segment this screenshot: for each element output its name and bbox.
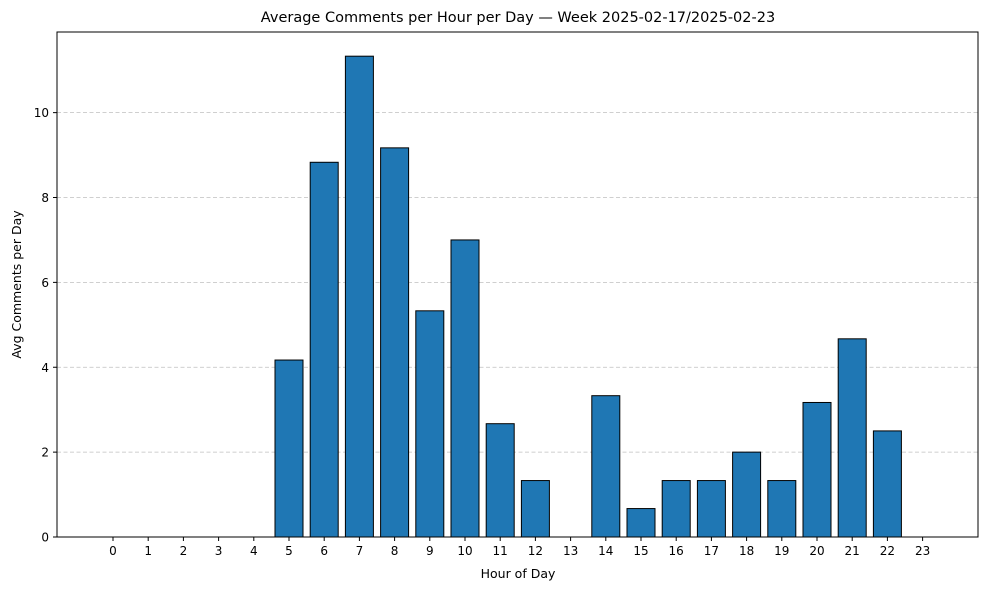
x-tick-label: 2 — [180, 544, 188, 558]
x-tick-label: 14 — [598, 544, 613, 558]
x-tick-label: 15 — [633, 544, 648, 558]
y-tick-label: 0 — [41, 531, 49, 545]
y-tick-label: 6 — [41, 276, 49, 290]
bars — [274, 55, 902, 538]
x-tick-label: 20 — [809, 544, 824, 558]
x-tick-label: 0 — [109, 544, 117, 558]
bar-hour-10 — [450, 239, 480, 538]
y-tick-label: 10 — [34, 106, 49, 120]
chart-title: Average Comments per Hour per Day — Week… — [261, 10, 775, 26]
x-tick-label: 1 — [144, 544, 152, 558]
x-tick-label: 21 — [845, 544, 860, 558]
x-tick-label: 12 — [528, 544, 543, 558]
x-tick-label: 19 — [774, 544, 789, 558]
bar-hour-8 — [380, 147, 410, 538]
x-tick-label: 18 — [739, 544, 754, 558]
x-axis: 0 1 2 3 4 5 6 7 8 9 10 11 12 13 14 15 16 17 18 19 20 21 22 23 — [109, 537, 930, 558]
bar-hour-17 — [696, 480, 726, 538]
x-tick-label: 7 — [356, 544, 364, 558]
x-tick-label: 16 — [669, 544, 684, 558]
x-tick-label: 5 — [285, 544, 293, 558]
bar-hour-5 — [274, 359, 304, 538]
y-tick-label: 8 — [41, 191, 49, 205]
x-axis-label: Hour of Day — [481, 566, 556, 581]
y-tick-label: 2 — [41, 446, 49, 460]
bar-hour-19 — [767, 480, 797, 538]
x-tick-label: 10 — [457, 544, 472, 558]
x-tick-label: 11 — [493, 544, 508, 558]
x-tick-label: 22 — [880, 544, 895, 558]
x-tick-label: 3 — [215, 544, 223, 558]
bar-hour-22 — [872, 430, 902, 538]
bar-hour-14 — [591, 395, 621, 538]
x-tick-label: 17 — [704, 544, 719, 558]
x-tick-label: 4 — [250, 544, 258, 558]
bar-hour-9 — [415, 310, 445, 538]
x-tick-label: 13 — [563, 544, 578, 558]
bar-hour-18 — [732, 451, 762, 538]
bar-hour-7 — [344, 55, 374, 538]
bar-hour-20 — [802, 401, 832, 538]
bar-hour-21 — [837, 338, 867, 538]
x-tick-label: 6 — [320, 544, 328, 558]
bar-hour-15 — [626, 508, 656, 538]
bar-hour-12 — [520, 480, 550, 538]
bar-hour-6 — [309, 161, 339, 538]
y-axis: 0 2 4 6 8 10 — [34, 106, 57, 545]
x-tick-label: 23 — [915, 544, 930, 558]
bar-hour-16 — [661, 480, 691, 538]
y-tick-label: 4 — [41, 361, 49, 375]
bar-hour-11 — [485, 423, 515, 538]
x-tick-label: 8 — [391, 544, 399, 558]
y-axis-label: Avg Comments per Day — [9, 210, 24, 359]
plot-frame — [56, 31, 979, 538]
x-tick-label: 9 — [426, 544, 434, 558]
